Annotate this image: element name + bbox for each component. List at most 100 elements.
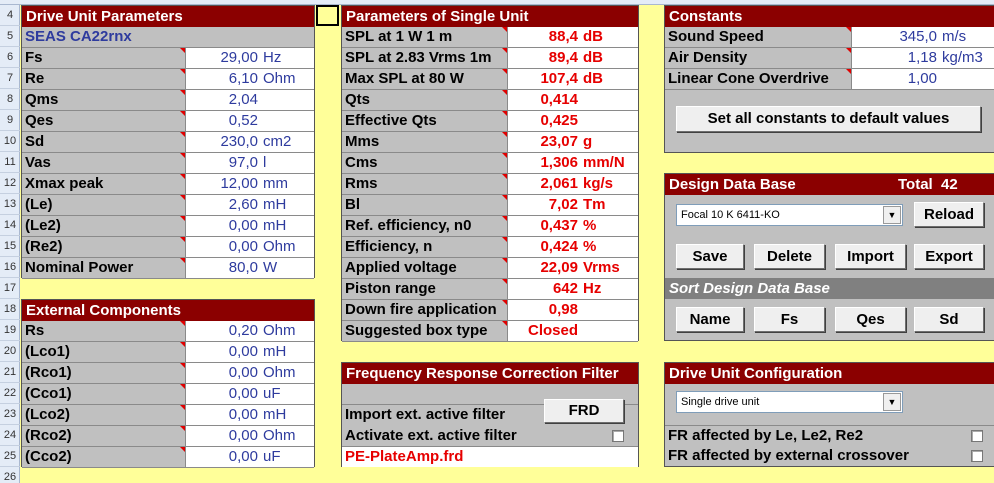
drive-param-row-value-cell[interactable]: 230,0 cm2	[186, 132, 314, 152]
import-button[interactable]: Import	[835, 244, 906, 269]
external-row-value-cell[interactable]: 0,00 Ohm	[186, 363, 314, 383]
frd-button[interactable]: FRD	[544, 399, 624, 423]
external-row-value[interactable]: 0,00	[228, 364, 258, 381]
row-number[interactable]: 13	[0, 194, 20, 215]
drive-param-row-value-cell[interactable]: 97,0 l	[186, 153, 314, 173]
sort-name-button[interactable]: Name	[676, 307, 744, 332]
drive-param-row-value-cell[interactable]: 2,04	[186, 90, 314, 110]
row-number[interactable]: 8	[0, 89, 20, 110]
constant-row-value-cell[interactable]: 345,0 m/s	[852, 27, 994, 47]
constant-row-value[interactable]: 345,0	[899, 28, 937, 45]
save-button[interactable]: Save	[676, 244, 744, 269]
single-unit-row-value[interactable]: 2,061	[540, 175, 578, 192]
single-unit-row-value-cell[interactable]: 1,306 mm/N	[508, 153, 638, 173]
single-unit-row-value-cell[interactable]: 7,02 Tm	[508, 195, 638, 215]
single-unit-row-value-cell[interactable]: 0,437%	[508, 216, 638, 236]
chevron-down-icon[interactable]: ▼	[883, 393, 901, 411]
row-number[interactable]: 9	[0, 110, 20, 131]
config-select[interactable]: Single drive unit ▼	[676, 391, 903, 413]
drive-param-row-value-cell[interactable]: 6,10 Ohm	[186, 69, 314, 89]
drive-unit-name[interactable]: SEAS CA22rnx	[22, 27, 314, 47]
default-constants-button[interactable]: Set all constants to default values	[676, 106, 981, 132]
sort-fs-button[interactable]: Fs	[754, 307, 825, 332]
drive-param-row-value-cell[interactable]: 0,00 mH	[186, 216, 314, 236]
row-number[interactable]: 18	[0, 299, 20, 320]
drive-param-row-value[interactable]: 0,00	[228, 217, 258, 234]
row-number[interactable]: 21	[0, 362, 20, 383]
single-unit-row-value-cell[interactable]: 88,4 dB	[508, 27, 638, 47]
single-unit-row-value[interactable]: 7,02	[548, 196, 578, 213]
drive-param-row-value[interactable]: 80,0	[228, 259, 258, 276]
drive-param-row-value-cell[interactable]: 0,00 Ohm	[186, 237, 314, 257]
drive-param-row-value-cell[interactable]: 12,00 mm	[186, 174, 314, 194]
external-row-value[interactable]: 0,00	[228, 448, 258, 465]
single-unit-row-value[interactable]: 0,424	[540, 238, 578, 255]
drive-param-row-value[interactable]: 12,00	[220, 175, 258, 192]
row-number[interactable]: 10	[0, 131, 20, 152]
single-unit-row-value-cell[interactable]: 89,4 dB	[508, 48, 638, 68]
single-unit-row-value[interactable]: 107,4	[540, 70, 578, 87]
single-unit-row-value[interactable]: 642	[552, 280, 578, 297]
row-number[interactable]: 4	[0, 5, 20, 26]
sort-sd-button[interactable]: Sd	[914, 307, 984, 332]
external-row-value-cell[interactable]: 0,00 uF	[186, 447, 314, 467]
drive-param-row-value[interactable]: 0,00	[228, 238, 258, 255]
constant-row-value-cell[interactable]: 1,18 kg/m3	[852, 48, 994, 68]
external-row-value-cell[interactable]: 0,00 Ohm	[186, 426, 314, 446]
single-unit-row-value[interactable]: 88,4	[548, 28, 578, 45]
drive-param-row-value[interactable]: 2,60	[228, 196, 258, 213]
constant-row-value[interactable]: 1,00	[907, 70, 937, 87]
drive-param-row-value-cell[interactable]: 0,52	[186, 111, 314, 131]
single-unit-row-value[interactable]: Closed	[527, 322, 578, 339]
external-row-value-cell[interactable]: 0,00 uF	[186, 384, 314, 404]
external-row-value[interactable]: 0,20	[228, 322, 258, 339]
row-number[interactable]: 14	[0, 215, 20, 236]
single-unit-row-value[interactable]: 23,07	[540, 133, 578, 150]
constant-row-value-cell[interactable]: 1,00	[852, 69, 994, 89]
chevron-down-icon[interactable]: ▼	[883, 206, 901, 224]
single-unit-row-value[interactable]: 0,98	[548, 301, 578, 318]
row-number[interactable]: 24	[0, 425, 20, 446]
single-unit-row-value[interactable]: 22,09	[540, 259, 578, 276]
row-number[interactable]: 19	[0, 320, 20, 341]
activate-filter-checkbox[interactable]	[612, 430, 624, 442]
single-unit-row-value-cell[interactable]: 0,414	[508, 90, 638, 110]
single-unit-row-value-cell[interactable]: 0,98	[508, 300, 638, 320]
sort-qes-button[interactable]: Qes	[835, 307, 906, 332]
reload-button[interactable]: Reload	[914, 202, 984, 227]
row-number[interactable]: 23	[0, 404, 20, 425]
single-unit-row-value-cell[interactable]: Closed	[508, 321, 638, 341]
external-row-value[interactable]: 0,00	[228, 385, 258, 402]
row-number[interactable]: 12	[0, 173, 20, 194]
fr-ext-checkbox[interactable]	[971, 450, 983, 462]
delete-button[interactable]: Delete	[754, 244, 825, 269]
selected-cell[interactable]	[316, 5, 339, 26]
single-unit-row-value[interactable]: 0,414	[540, 91, 578, 108]
drive-param-row-value-cell[interactable]: 29,00 Hz	[186, 48, 314, 68]
row-number[interactable]: 16	[0, 257, 20, 278]
constant-row-value[interactable]: 1,18	[907, 49, 937, 66]
external-row-value-cell[interactable]: 0,20 Ohm	[186, 321, 314, 341]
single-unit-row-value[interactable]: 0,425	[540, 112, 578, 129]
drive-param-row-value-cell[interactable]: 80,0 W	[186, 258, 314, 278]
external-row-value[interactable]: 0,00	[228, 427, 258, 444]
drive-param-row-value[interactable]: 2,04	[228, 91, 258, 108]
drive-param-row-value[interactable]: 230,0	[220, 133, 258, 150]
row-number[interactable]: 11	[0, 152, 20, 173]
external-row-value[interactable]: 0,00	[228, 343, 258, 360]
row-number[interactable]: 25	[0, 446, 20, 467]
row-number[interactable]: 15	[0, 236, 20, 257]
single-unit-row-value-cell[interactable]: 642 Hz	[508, 279, 638, 299]
single-unit-row-value-cell[interactable]: 107,4 dB	[508, 69, 638, 89]
single-unit-row-value[interactable]: 89,4	[548, 49, 578, 66]
single-unit-row-value-cell[interactable]: 23,07 g	[508, 132, 638, 152]
external-row-value[interactable]: 0,00	[228, 406, 258, 423]
single-unit-row-value-cell[interactable]: 0,424%	[508, 237, 638, 257]
row-number[interactable]: 5	[0, 26, 20, 47]
row-number[interactable]: 17	[0, 278, 20, 299]
fr-le-checkbox[interactable]	[971, 430, 983, 442]
single-unit-row-value[interactable]: 0,437	[540, 217, 578, 234]
row-number[interactable]: 7	[0, 68, 20, 89]
single-unit-row-value-cell[interactable]: 0,425	[508, 111, 638, 131]
filter-filename[interactable]: PE-PlateAmp.frd	[345, 447, 635, 467]
